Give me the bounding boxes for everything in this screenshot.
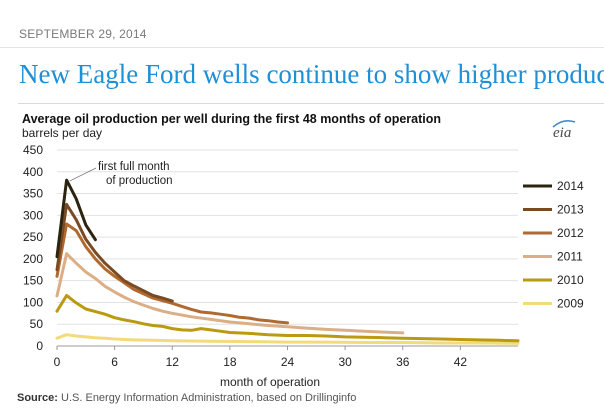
y-tick-label: 400 <box>23 165 43 179</box>
eia-logo-swoosh <box>552 120 576 128</box>
chart: Average oil production per well during t… <box>22 112 584 389</box>
legend-label-2012: 2012 <box>557 226 584 240</box>
x-axis-label: month of operation <box>220 375 320 389</box>
annotation-leader <box>69 167 97 182</box>
legend-label-2013: 2013 <box>557 203 584 217</box>
annotation-line-1: first full month <box>98 161 170 173</box>
source-note: Source: U.S. Energy Information Administ… <box>17 392 356 404</box>
legend: 2014 2013 2012 2011 2010 2009 <box>523 179 584 311</box>
source-text: U.S. Energy Information Administration, … <box>61 392 357 404</box>
x-tick-label: 24 <box>281 355 295 369</box>
x-tick-label: 36 <box>396 355 410 369</box>
y-tick-label: 200 <box>23 252 43 266</box>
annotation-line-2: of production <box>106 175 173 187</box>
y-tick-label: 50 <box>30 317 44 331</box>
series-line-2014 <box>55 178 97 259</box>
legend-label-2010: 2010 <box>557 273 584 287</box>
y-tick-label: 0 <box>36 339 43 353</box>
grid <box>56 149 518 350</box>
y-tick-label: 100 <box>23 295 43 309</box>
chart-title: Average oil production per well during t… <box>22 112 441 126</box>
legend-label-2009: 2009 <box>557 297 584 311</box>
header-divider <box>0 47 604 48</box>
chart-top-border <box>18 103 604 104</box>
eia-logo[interactable]: eia <box>552 120 576 141</box>
series-lines <box>55 178 520 345</box>
series-line-2012 <box>55 222 289 325</box>
annotation: first full month of production <box>69 161 173 187</box>
legend-label-2014: 2014 <box>557 179 584 193</box>
x-tick-label: 18 <box>223 355 237 369</box>
y-tick-label: 450 <box>23 143 43 157</box>
x-tick-label: 30 <box>338 355 352 369</box>
x-tick-label: 12 <box>166 355 180 369</box>
legend-label-2011: 2011 <box>557 250 583 264</box>
series-line-2013 <box>55 202 174 303</box>
y-tick-label: 300 <box>23 208 43 222</box>
x-tick-label: 0 <box>54 355 61 369</box>
y-tick-label: 250 <box>23 230 43 244</box>
series-line-2009 <box>55 333 520 345</box>
x-tick-label: 6 <box>111 355 118 369</box>
eia-logo-text: eia <box>553 125 571 141</box>
y-tick-label: 150 <box>23 274 43 288</box>
x-tick-label: 42 <box>454 355 468 369</box>
post-date: SEPTEMBER 29, 2014 <box>19 27 147 41</box>
y-axis-label: barrels per day <box>22 126 102 140</box>
tick-labels: 0 50 100 150 200 250 300 350 400 450 0 6 12 18 24 30 36 4… <box>23 143 467 369</box>
y-tick-label: 350 <box>23 187 43 201</box>
series-line-2010 <box>55 294 520 343</box>
page-title[interactable]: New Eagle Ford wells continue to show hi… <box>19 59 604 89</box>
series-line-2011 <box>55 252 405 335</box>
source-label: Source: <box>17 392 58 404</box>
